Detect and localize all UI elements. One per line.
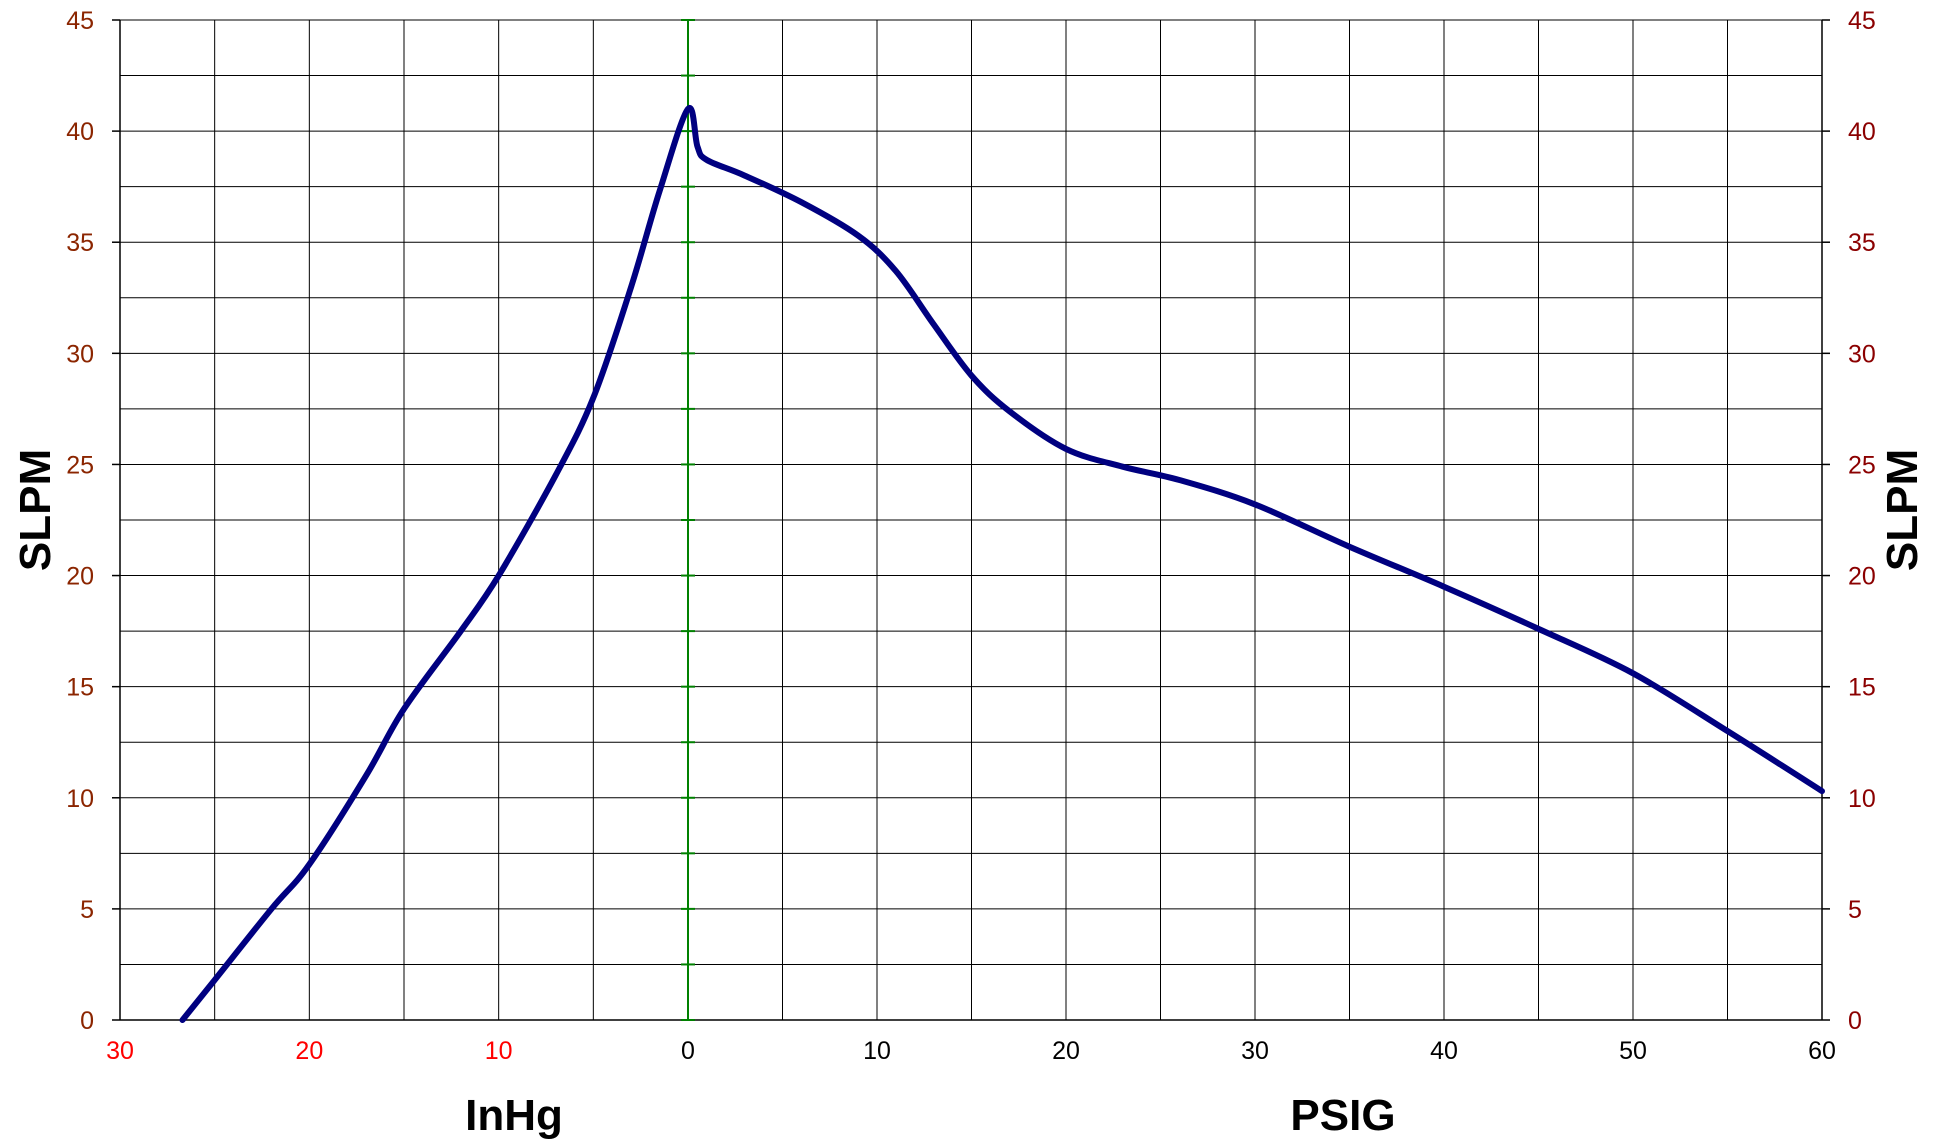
- y-tick-label-right: 15: [1848, 674, 1876, 702]
- curve-layer: [179, 105, 1825, 1023]
- y-axis-title-left: SLPM: [11, 449, 60, 571]
- x-tick-label-vacuum: 20: [295, 1037, 323, 1065]
- y-tick-label-right: 45: [1848, 7, 1876, 35]
- y-tick-label-left: 30: [66, 340, 94, 368]
- y-tick-label-right: 10: [1848, 785, 1876, 813]
- y-tick-label-right: 40: [1848, 118, 1876, 146]
- y-tick-label-left: 15: [66, 674, 94, 702]
- x-tick-label-pressure: 50: [1619, 1037, 1647, 1065]
- y-tick-label-left: 40: [66, 118, 94, 146]
- x-tick-label-vacuum: 30: [106, 1037, 134, 1065]
- x-tick-label-pressure: 30: [1241, 1037, 1269, 1065]
- y-axis-title-right: SLPM: [1878, 449, 1927, 571]
- x-axis-title-pressure: PSIG: [1290, 1091, 1395, 1140]
- y-tick-label-left: 25: [66, 451, 94, 479]
- y-tick-label-left: 0: [80, 1007, 94, 1035]
- x-tick-label-pressure: 40: [1430, 1037, 1458, 1065]
- y-tick-label-left: 45: [66, 7, 94, 35]
- x-tick-label-vacuum: 10: [485, 1037, 513, 1065]
- y-tick-label-right: 0: [1848, 1007, 1862, 1035]
- x-tick-label-pressure: 20: [1052, 1037, 1080, 1065]
- grid-layer: [119, 19, 1823, 1021]
- axis-layer: [112, 19, 1830, 1021]
- x-tick-label-pressure: 60: [1808, 1037, 1836, 1065]
- y-tick-label-right: 5: [1848, 896, 1862, 924]
- y-tick-label-left: 5: [80, 896, 94, 924]
- y-tick-label-left: 35: [66, 229, 94, 257]
- flow-curve-line: [179, 105, 1825, 1023]
- x-axis-title-vacuum: InHg: [465, 1091, 563, 1140]
- label-layer: 0 0 5 5 10 10 15 15 20 20 25 25 30 30 35 35 40 40 45 45 30 20…: [66, 7, 1876, 1065]
- y-tick-label-left: 20: [66, 563, 94, 591]
- y-tick-label-right: 35: [1848, 229, 1876, 257]
- y-tick-label-right: 25: [1848, 451, 1876, 479]
- x-tick-label-pressure: 10: [863, 1037, 891, 1065]
- x-tick-label-zero: 0: [681, 1037, 695, 1065]
- y-tick-label-left: 10: [66, 785, 94, 813]
- y-tick-label-right: 20: [1848, 563, 1876, 591]
- y-tick-label-right: 30: [1848, 340, 1876, 368]
